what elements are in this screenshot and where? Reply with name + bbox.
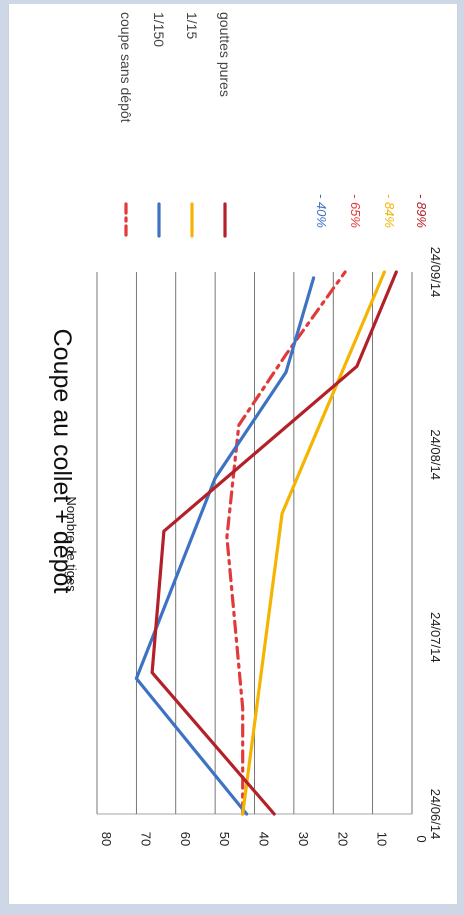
chart-title: Coupe au collet + dépôt xyxy=(48,329,76,594)
change-label: - 40% xyxy=(314,194,329,228)
chart-title-group: Coupe au collet + dépôt xyxy=(48,329,76,594)
chart-frame: 0 10 20 30 40 50 60 70 80 24/06/14 24/07/14 24/08/… xyxy=(8,4,458,904)
x-tick-label: 24/09/14 xyxy=(428,247,443,298)
legend: coupe sans dépôt 1/150 1/15 gouttes pures xyxy=(118,12,233,238)
series-line xyxy=(134,276,316,816)
y-tick-label: 30 xyxy=(296,832,311,846)
x-tick-label: 24/07/14 xyxy=(428,612,443,663)
series-line xyxy=(225,270,347,816)
chart-svg: 0 10 20 30 40 50 60 70 80 24/06/14 24/07/14 24/08/… xyxy=(48,12,443,846)
y-tick-label: 70 xyxy=(138,832,153,846)
grid-lines xyxy=(96,272,413,815)
legend-label: 1/150 xyxy=(151,12,167,47)
y-tick-label: 50 xyxy=(217,832,232,846)
change-label: - 65% xyxy=(348,194,363,228)
x-tick-labels: 24/06/14 24/07/14 24/08/14 24/09/14 xyxy=(428,247,443,840)
legend-label: 1/15 xyxy=(184,12,200,39)
change-label: - 84% xyxy=(382,194,397,228)
plot-area: 0 10 20 30 40 50 60 70 80 24/06/14 24/07/14 24/08/… xyxy=(96,247,443,846)
series-line xyxy=(150,270,398,816)
x-tick-label: 24/08/14 xyxy=(428,429,443,480)
y-tick-labels: 0 10 20 30 40 50 60 70 80 xyxy=(99,832,429,846)
y-tick-label: 20 xyxy=(335,832,350,846)
y-tick-label: 60 xyxy=(178,832,193,846)
legend-label: gouttes pures xyxy=(217,12,233,97)
x-tick-label: 24/06/14 xyxy=(428,789,443,840)
y-tick-label: 40 xyxy=(257,832,272,846)
y-tick-label: 80 xyxy=(99,832,114,846)
series-lines xyxy=(134,270,398,816)
series-line xyxy=(241,270,386,816)
change-labels: - 40% - 65% - 84% - 89% xyxy=(314,194,429,228)
legend-label: coupe sans dépôt xyxy=(118,12,134,123)
y-axis-title-group: Nombre de tiges xyxy=(64,496,79,592)
y-axis-title: Nombre de tiges xyxy=(64,496,79,592)
change-label: - 89% xyxy=(414,194,429,228)
y-tick-label: 0 xyxy=(414,835,429,842)
y-tick-label: 10 xyxy=(375,832,390,846)
